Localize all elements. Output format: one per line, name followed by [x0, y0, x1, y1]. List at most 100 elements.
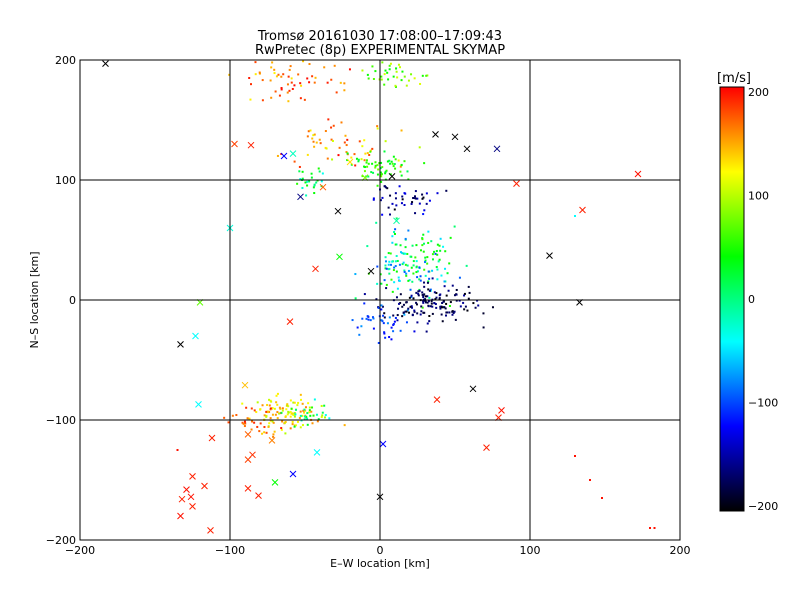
scatter-dot	[440, 274, 443, 277]
scatter-dot	[391, 260, 394, 263]
scatter-dot	[383, 279, 386, 282]
scatter-dot	[392, 322, 395, 325]
scatter-dot	[405, 274, 408, 277]
scatter-dot	[465, 264, 468, 267]
scatter-dot	[364, 152, 367, 155]
scatter-dot	[421, 306, 424, 309]
scatter-dot	[418, 266, 421, 269]
scatter-dot	[308, 406, 311, 409]
scatter-dot	[345, 151, 348, 154]
scatter-dot	[235, 414, 238, 417]
scatter-dot	[428, 315, 431, 318]
scatter-dot	[270, 66, 273, 69]
scatter-dot	[293, 160, 296, 163]
scatter-dot	[438, 298, 441, 301]
scatter-dot	[335, 91, 338, 94]
scatter-dot	[310, 410, 313, 413]
scatter-dot	[427, 270, 430, 273]
scatter-dot	[414, 256, 417, 259]
scatter-dot	[447, 289, 450, 292]
scatter-dot	[369, 150, 372, 153]
scatter-dot	[330, 138, 333, 141]
scatter-dot	[339, 81, 342, 84]
cross-marker	[336, 253, 343, 261]
scatter-dot	[482, 326, 485, 329]
scatter-dot	[411, 244, 414, 247]
scatter-dot	[376, 265, 379, 268]
scatter-dot	[298, 170, 301, 173]
scatter-dot	[368, 153, 371, 156]
scatter-dot	[366, 315, 369, 318]
scatter-dot	[476, 299, 479, 302]
scatter-dot	[321, 414, 324, 417]
scatter-dot	[438, 244, 441, 247]
scatter-dot	[369, 149, 372, 152]
scatter-dot	[405, 301, 408, 304]
scatter-dot	[430, 240, 433, 243]
scatter-dot	[445, 314, 448, 317]
cross-marker	[334, 207, 342, 215]
scatter-dot	[423, 209, 426, 212]
scatter-dot	[467, 285, 470, 288]
scatter-dot	[280, 428, 283, 431]
scatter-dot	[434, 298, 437, 301]
scatter-dot	[425, 330, 428, 333]
scatter-dot	[431, 305, 434, 308]
scatter-dot	[343, 82, 346, 85]
x-axis-label: E–W location [km]	[330, 557, 430, 570]
scatter-dot	[399, 301, 402, 304]
scatter-dot	[278, 94, 281, 97]
scatter-dot	[407, 279, 410, 282]
scatter-dot	[312, 140, 315, 143]
scatter-dot	[426, 301, 429, 304]
scatter-dot	[482, 312, 485, 315]
scatter-dot	[284, 415, 287, 418]
scatter-dot	[400, 129, 403, 132]
cross-marker	[244, 431, 252, 438]
scatter-dot	[343, 89, 346, 92]
scatter-dot	[424, 295, 427, 298]
scatter-dot	[434, 252, 437, 255]
scatter-dot	[268, 404, 271, 407]
colorbar-tick-label: 0	[748, 293, 755, 306]
scatter-dot	[418, 289, 421, 292]
scatter-dot	[417, 290, 420, 293]
scatter-dot	[372, 171, 375, 174]
cross-marker	[241, 381, 249, 389]
scatter-dot	[443, 306, 446, 309]
scatter-dot	[477, 304, 480, 307]
scatter-dot	[390, 263, 393, 266]
scatter-dot	[379, 273, 382, 276]
scatter-dot	[372, 197, 375, 200]
scatter-dot	[383, 331, 386, 334]
scatter-dot	[415, 303, 418, 306]
cross-marker	[379, 440, 387, 448]
scatter-dot	[431, 269, 434, 272]
cross-marker	[177, 341, 184, 348]
scatter-dot	[296, 182, 299, 185]
scatter-dot	[306, 417, 309, 420]
scatter-dot	[301, 402, 304, 405]
scatter-dot	[308, 409, 311, 412]
scatter-dot	[386, 160, 389, 163]
scatter-dot	[280, 411, 283, 414]
scatter-dot	[361, 317, 364, 320]
scatter-dot	[313, 81, 316, 84]
scatter-dot	[280, 87, 283, 90]
scatter-dot	[327, 118, 330, 121]
scatter-dot	[361, 145, 364, 148]
scatter-dot	[286, 413, 289, 416]
scatter-dot	[388, 316, 391, 319]
scatter-points	[176, 60, 656, 529]
scatter-dot	[231, 414, 234, 417]
scatter-dot	[463, 294, 466, 297]
scatter-dot	[401, 252, 404, 255]
scatter-dot	[411, 201, 414, 204]
scatter-dot	[424, 298, 427, 301]
scatter-dot	[287, 75, 290, 78]
scatter-dot	[410, 73, 413, 76]
scatter-dot	[405, 84, 408, 87]
scatter-dot	[386, 322, 389, 325]
scatter-dot	[383, 73, 386, 76]
scatter-dot	[303, 415, 306, 418]
